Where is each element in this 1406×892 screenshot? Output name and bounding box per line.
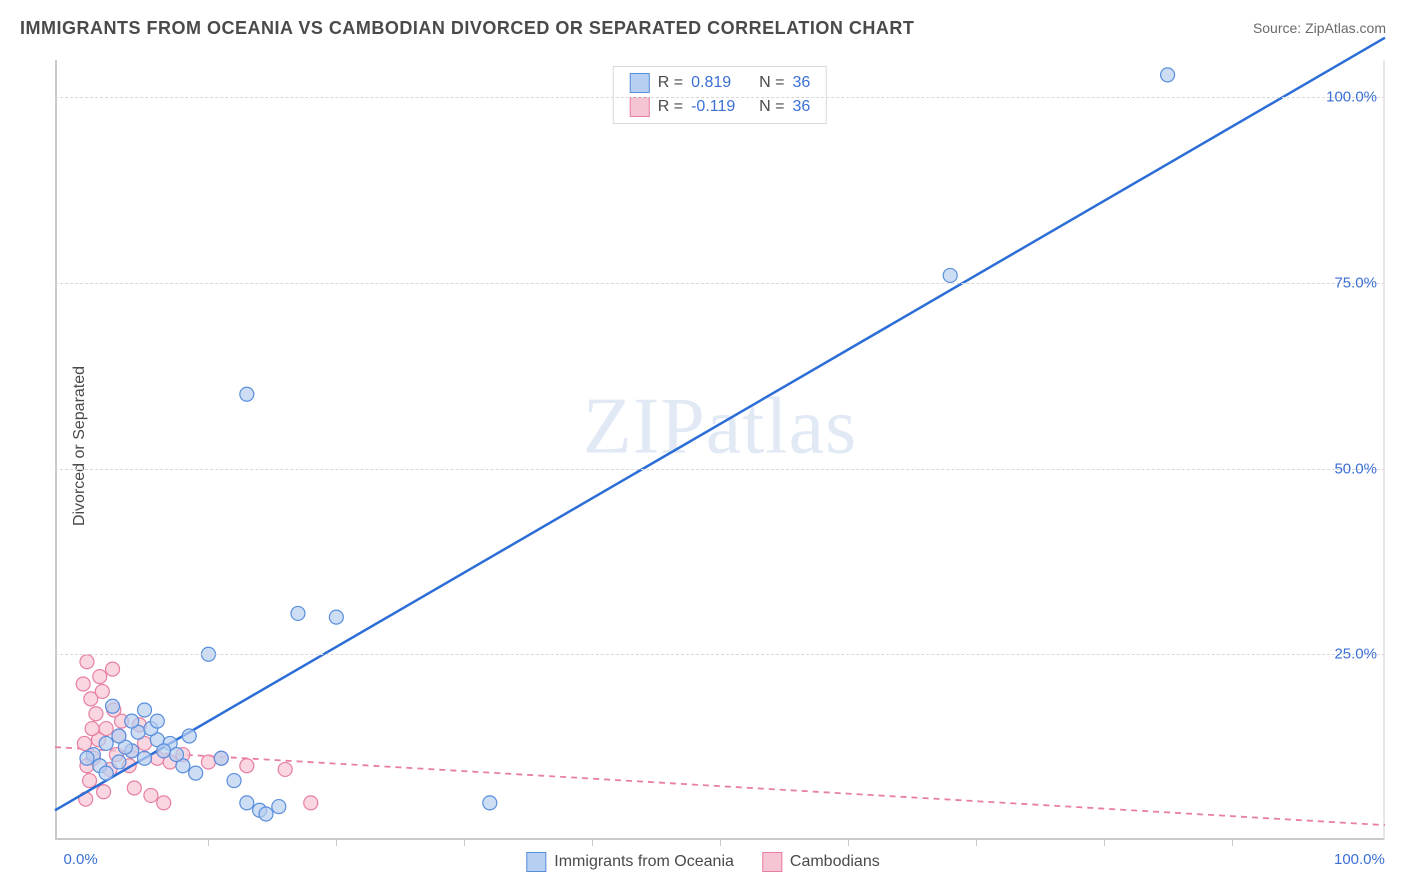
legend-swatch-icon: [630, 73, 650, 93]
legend-r-value: -0.119: [691, 95, 751, 119]
x-minor-tick: [1104, 840, 1105, 846]
pink-point: [93, 670, 107, 684]
legend-series-label: Cambodians: [790, 853, 880, 871]
legend-series-label: Immigrants from Oceania: [554, 853, 734, 871]
legend-swatch-icon: [762, 852, 782, 872]
y-tick-label: 25.0%: [1334, 646, 1377, 663]
plot-svg: [55, 60, 1385, 840]
legend-n-label: N =: [759, 95, 784, 119]
pink-point: [89, 707, 103, 721]
y-tick-label: 100.0%: [1326, 89, 1377, 106]
pink-point: [106, 662, 120, 676]
legend-correlation: R = 0.819 N = 36 R = -0.119 N = 36: [613, 66, 827, 124]
pink-point: [85, 722, 99, 736]
blue-point: [272, 800, 286, 814]
chart-area: ZIPatlas R =0.819N =36R =-0.119N =36 25.…: [55, 60, 1385, 840]
blue-point: [189, 766, 203, 780]
legend-r-label: R =: [658, 95, 683, 119]
legend-n-value: 36: [792, 95, 810, 119]
pink-point: [127, 781, 141, 795]
x-minor-tick: [976, 840, 977, 846]
legend-row: R = 0.819 N = 36: [630, 71, 810, 95]
legend-swatch-icon: [526, 852, 546, 872]
blue-point: [240, 387, 254, 401]
pink-point: [80, 655, 94, 669]
x-minor-tick: [1232, 840, 1233, 846]
chart-title: IMMIGRANTS FROM OCEANIA VS CAMBODIAN DIV…: [20, 18, 914, 39]
pink-point: [95, 684, 109, 698]
x-minor-tick: [464, 840, 465, 846]
blue-regression-line: [55, 38, 1385, 811]
blue-point: [157, 744, 171, 758]
blue-point: [150, 714, 164, 728]
pink-point: [157, 796, 171, 810]
blue-point: [1161, 68, 1175, 82]
x-minor-tick: [848, 840, 849, 846]
x-minor-tick: [720, 840, 721, 846]
blue-point: [291, 606, 305, 620]
blue-point: [240, 796, 254, 810]
pink-point: [304, 796, 318, 810]
blue-point: [138, 751, 152, 765]
x-minor-tick: [208, 840, 209, 846]
blue-point: [99, 736, 113, 750]
grid-line: [55, 97, 1385, 98]
blue-point: [80, 751, 94, 765]
x-tick-label: 0.0%: [63, 851, 97, 868]
legend-swatch-icon: [630, 97, 650, 117]
pink-point: [144, 788, 158, 802]
blue-point: [138, 703, 152, 717]
y-tick-label: 75.0%: [1334, 274, 1377, 291]
legend-r-value: 0.819: [691, 71, 751, 95]
pink-point: [278, 762, 292, 776]
blue-point: [99, 766, 113, 780]
legend-series-item: Cambodians: [762, 852, 880, 872]
blue-point: [125, 714, 139, 728]
pink-point: [240, 759, 254, 773]
grid-line: [55, 469, 1385, 470]
blue-point: [182, 729, 196, 743]
source-label: Source: ZipAtlas.com: [1253, 20, 1386, 36]
pink-point: [97, 785, 111, 799]
grid-line: [55, 654, 1385, 655]
pink-point: [76, 677, 90, 691]
blue-point: [106, 699, 120, 713]
blue-point: [943, 268, 957, 282]
blue-point: [112, 755, 126, 769]
blue-point: [169, 748, 183, 762]
pink-point: [201, 755, 215, 769]
grid-line: [55, 283, 1385, 284]
blue-point: [483, 796, 497, 810]
legend-n-value: 36: [792, 71, 810, 95]
legend-r-label: R =: [658, 71, 683, 95]
blue-point: [214, 751, 228, 765]
blue-point: [259, 807, 273, 821]
x-minor-tick: [592, 840, 593, 846]
legend-series: Immigrants from Oceania Cambodians: [526, 852, 879, 872]
x-minor-tick: [336, 840, 337, 846]
legend-n-label: N =: [759, 71, 784, 95]
blue-point: [329, 610, 343, 624]
blue-point: [112, 729, 126, 743]
blue-point: [227, 774, 241, 788]
pink-point: [83, 774, 97, 788]
legend-row: R = -0.119 N = 36: [630, 95, 810, 119]
x-tick-label: 100.0%: [1334, 851, 1385, 868]
y-tick-label: 50.0%: [1334, 460, 1377, 477]
legend-series-item: Immigrants from Oceania: [526, 852, 734, 872]
